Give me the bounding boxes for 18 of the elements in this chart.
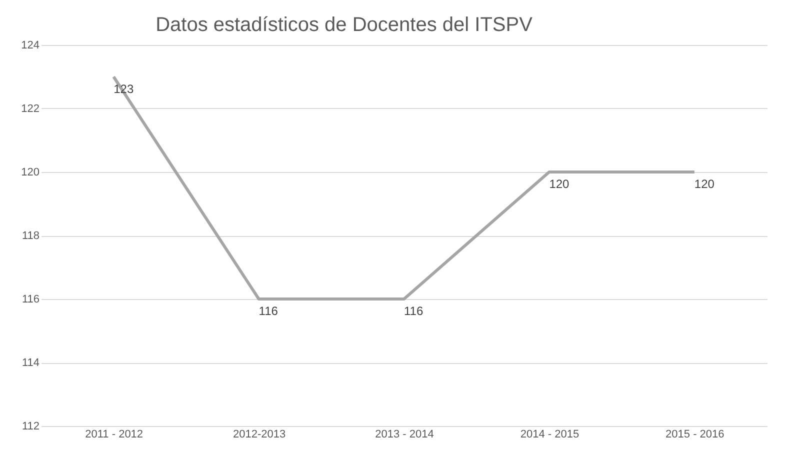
data-label: 120 bbox=[694, 177, 715, 191]
x-tick-label: 2014 - 2015 bbox=[520, 428, 580, 440]
data-label: 120 bbox=[549, 177, 570, 191]
x-tick-label: 2012-2013 bbox=[232, 428, 286, 440]
x-tick-label: 2013 - 2014 bbox=[375, 428, 434, 440]
x-tick-label: 2015 - 2016 bbox=[666, 428, 724, 440]
y-tick-label: 124 bbox=[21, 40, 40, 52]
y-tick-label: 120 bbox=[21, 166, 40, 178]
y-tick-label: 114 bbox=[22, 357, 40, 369]
y-tick-label: 122 bbox=[21, 103, 40, 115]
data-label: 116 bbox=[404, 304, 424, 318]
data-label: 116 bbox=[258, 304, 278, 318]
y-tick-label: 116 bbox=[22, 294, 40, 306]
chart-title: Datos estadísticos de Docentes del ITSPV bbox=[156, 14, 534, 36]
x-tick-label: 2011 - 2012 bbox=[85, 428, 144, 440]
y-tick-label: 112 bbox=[22, 420, 40, 432]
data-label: 123 bbox=[114, 82, 134, 96]
y-tick-label: 118 bbox=[22, 230, 40, 242]
